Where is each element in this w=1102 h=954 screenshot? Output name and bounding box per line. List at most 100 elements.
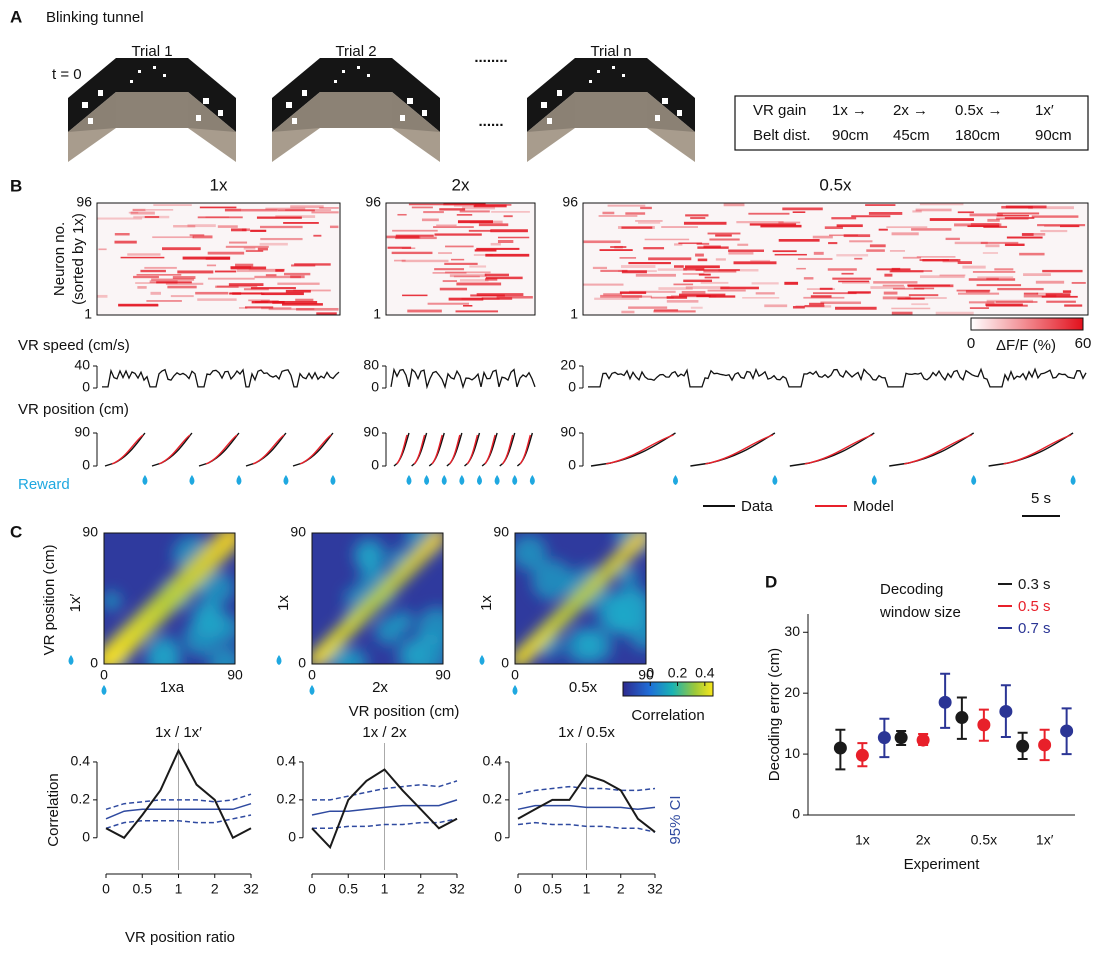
y-tick-label: 0 [568,457,576,473]
heatmap-streak [847,291,870,295]
heatmap-streak [449,274,487,278]
heatmap-streak [836,254,869,257]
heatmap-streak [207,277,255,280]
heatmap-streak [224,208,242,212]
heatmap-streak [703,270,737,273]
heatmap-streak [994,268,1014,271]
y-tick-label: 30 [784,623,800,639]
mean-dot [894,731,908,745]
heatmap-streak [411,206,433,209]
heatmap-streak [728,249,764,252]
model-trace [158,434,191,465]
heatmap-streak [445,245,474,248]
heatmap-streak [316,312,337,315]
heatmap-streak [674,265,684,268]
corr-blob [396,639,431,664]
x-tick-label: 90 [638,667,654,683]
heatmap-streak [207,251,245,255]
reward-drop [772,475,778,485]
heatmap-streak [751,282,779,285]
model-trace [484,434,496,465]
y-tick-label: 0 [371,457,379,473]
heatmap-streak [205,216,230,219]
y-tick-label: 1 [570,306,578,322]
heatmap-streak [603,293,622,296]
heatmap-streak [476,247,520,250]
heatmap-streak [397,213,407,216]
tunnel [272,58,440,162]
y-tick-label: 0.2 [483,791,503,807]
heatmap-streak [1021,233,1034,236]
heatmap-streak [764,304,788,308]
heatmap-streak [391,251,433,255]
heatmap-frame [582,202,1089,316]
x-tick-label: 0 [514,881,522,897]
mean-dot [1038,738,1052,752]
heatmap-streak [700,281,729,284]
heatmap-streak [392,229,438,232]
heatmap-streak [720,286,759,290]
heatmap-streak [893,287,925,290]
y-tick-label: 96 [76,194,92,210]
heatmap-streak [144,216,160,219]
y-tick-label: 0 [90,655,98,671]
heatmap-streak [436,224,457,227]
heatmap-streak [882,284,904,287]
heatmap-streak [619,257,637,259]
heatmap-streak [277,282,320,285]
heatmap-streak [841,281,870,284]
x-tick-label: 2 [417,881,425,897]
heatmap-streak [250,287,296,290]
heatmap-streak [954,241,988,245]
mean-dot [877,731,891,745]
heatmap-streak [792,306,805,309]
x-tick-label: 1x [855,832,870,848]
reward-drop [529,475,535,485]
heatmap-streak [1064,304,1083,307]
corr-blob [515,535,547,571]
heatmap-streak [1036,292,1063,295]
heatmap-streak [778,239,820,242]
mean-dot [1060,724,1074,738]
heatmap-streak [265,207,306,210]
heatmap-streak [891,307,931,310]
reward-drop [330,475,336,485]
reward-drop [494,475,500,485]
x-tick-label: 2x [916,832,931,848]
heatmap-streak [395,236,421,239]
reward-drop [672,475,678,485]
heatmap-streak [749,223,797,226]
heatmap-streak [294,263,331,266]
heatmap-streak [986,299,1034,303]
time-label: t = 0 [52,66,82,83]
heatmap-streak [935,311,974,315]
heatmap-streak [911,228,952,231]
chart-title: 1x / 1x′ [155,724,202,741]
heatmap-streak [620,265,656,268]
heatmap-streak [453,204,477,207]
heatmap-streak [407,309,442,313]
model-trace [252,434,285,465]
model-trace [519,434,532,465]
heatmap-streak [177,270,214,274]
heatmap-streak [245,250,264,252]
heatmap-streak [782,207,823,211]
heatmap-streak [891,232,919,236]
speed-trace [588,367,1087,388]
heatmap-streak [114,232,130,236]
heatmap-streak [772,250,797,253]
y-tick-label: 0 [501,655,509,671]
reward-drop [236,475,242,485]
heatmap-streak [715,234,732,237]
heatmap-streak [260,237,303,241]
x-tick-label: 0 [102,881,110,897]
heatmap-streak [968,301,995,304]
heatmap-streak [869,244,886,248]
heatmap-streak [451,258,465,261]
heatmap-streak [456,282,502,286]
x-tick-label: 0.5 [339,881,359,897]
x-tick-label: 1 [583,881,591,897]
heatmap-streak [628,262,671,265]
heatmap-streak [648,257,692,261]
